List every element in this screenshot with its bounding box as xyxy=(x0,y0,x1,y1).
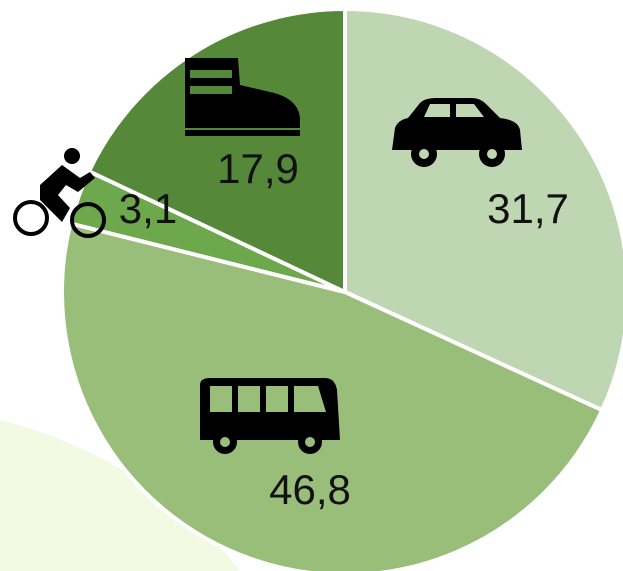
data-label: 17,9 xyxy=(217,145,299,192)
bike-icon xyxy=(13,148,106,238)
bus-icon xyxy=(200,378,340,454)
data-label: 46,8 xyxy=(269,466,351,513)
background-shape xyxy=(0,420,240,571)
boot-icon xyxy=(185,58,300,136)
car-icon xyxy=(392,98,522,167)
pie-slice xyxy=(87,7,347,294)
pie-slice xyxy=(343,7,623,413)
data-label: 31,7 xyxy=(487,185,569,232)
data-label: 3,1 xyxy=(119,185,177,232)
